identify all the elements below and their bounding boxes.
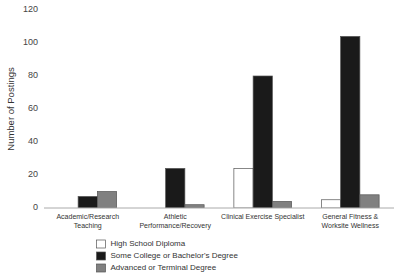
bars <box>78 36 379 208</box>
y-tick-label: 120 <box>23 4 38 14</box>
x-axis-line <box>44 208 394 209</box>
x-tick-label-line: Performance/Recovery <box>139 222 211 230</box>
chart: 0 20 40 60 80 100 120 Number of Postings Academi… <box>0 0 400 278</box>
bar <box>97 192 116 209</box>
y-tick-label: 100 <box>23 37 38 47</box>
x-tick-label: Clinical Exercise Specialist <box>221 213 304 221</box>
bar <box>166 168 185 208</box>
bar <box>234 168 253 208</box>
bar <box>341 36 360 208</box>
legend-label: High School Diploma <box>111 239 186 248</box>
legend-label: Advanced or Terminal Degree <box>111 263 217 272</box>
legend-label: Some College or Bachelor's Degree <box>111 251 239 260</box>
x-tick-label-line: Clinical Exercise Specialist <box>221 213 304 221</box>
bar <box>253 76 272 208</box>
y-tick-label: 80 <box>28 70 38 80</box>
bar <box>78 196 97 208</box>
x-tick-label: Athletic Performance/Recovery <box>139 213 211 230</box>
bar <box>272 201 291 208</box>
y-tick-label: 0 <box>33 202 38 212</box>
x-tick-label: General Fitness & Worksite Wellness <box>322 213 380 229</box>
legend-swatch <box>97 252 106 260</box>
x-tick-label-line: Athletic <box>164 213 187 220</box>
bar <box>360 195 379 208</box>
y-tick-label: 20 <box>28 169 38 179</box>
bar <box>321 200 340 208</box>
x-tick-label-line: Teaching <box>74 222 102 230</box>
y-tick-label: 60 <box>28 103 38 113</box>
x-tick-label-line: Worksite Wellness <box>322 222 380 229</box>
y-axis-label: Number of Postings <box>5 67 16 151</box>
x-tick-label-line: General Fitness & <box>322 213 378 220</box>
legend-swatch <box>97 264 106 272</box>
x-tick-label-line: Academic/Research <box>56 213 119 220</box>
legend-swatch <box>97 240 106 248</box>
y-tick-label: 40 <box>28 136 38 146</box>
x-tick-label: Academic/Research Teaching <box>56 213 119 230</box>
